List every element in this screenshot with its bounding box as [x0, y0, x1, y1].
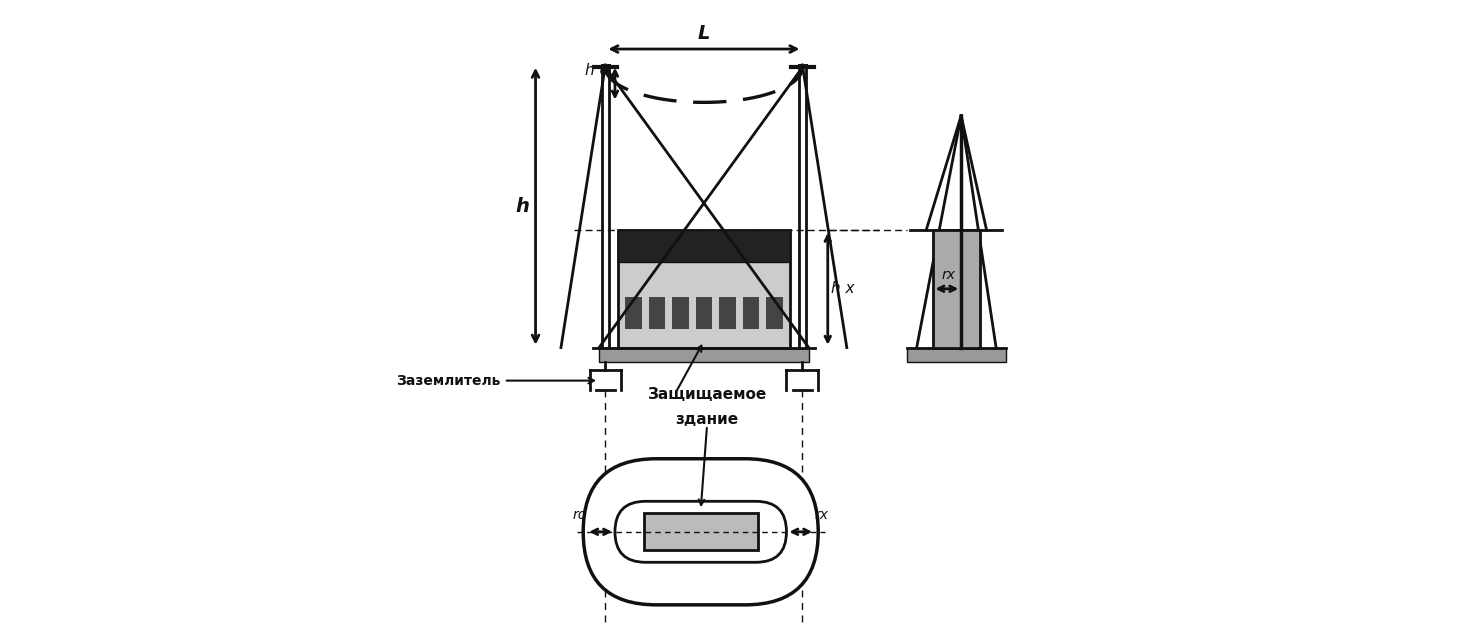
Text: L: L — [697, 24, 709, 43]
Text: ro: ro — [573, 508, 588, 523]
Bar — [625, 297, 641, 329]
Bar — [742, 297, 760, 329]
Text: h x: h x — [831, 281, 855, 296]
Text: h o: h o — [585, 63, 608, 78]
Bar — [600, 348, 809, 362]
Bar — [766, 297, 782, 329]
Bar — [932, 230, 981, 348]
Bar — [907, 348, 1006, 362]
Bar — [619, 230, 789, 348]
Text: Заземлитель: Заземлитель — [396, 374, 500, 388]
FancyBboxPatch shape — [583, 459, 818, 605]
Bar — [619, 230, 789, 262]
Text: rx: rx — [815, 508, 828, 523]
Bar — [644, 514, 758, 550]
Text: Защищаемое: Защищаемое — [647, 387, 767, 402]
Bar — [696, 297, 712, 329]
Text: rx: rx — [941, 269, 956, 283]
Bar — [672, 297, 689, 329]
Bar — [649, 297, 665, 329]
Bar — [720, 297, 736, 329]
FancyBboxPatch shape — [614, 501, 787, 562]
Text: h: h — [515, 197, 530, 216]
Text: здание: здание — [675, 412, 739, 427]
